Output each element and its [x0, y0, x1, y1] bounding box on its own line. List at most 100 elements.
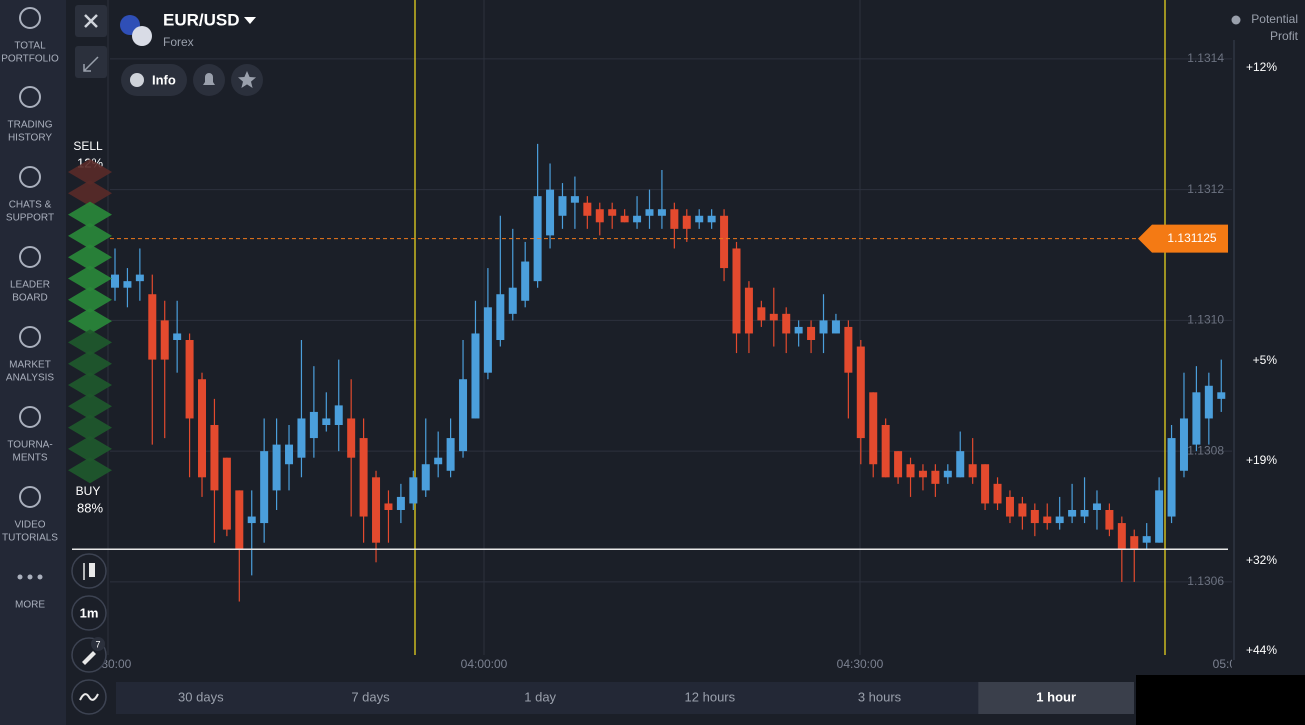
info-button[interactable]	[121, 64, 187, 96]
candle-body	[198, 379, 207, 478]
candle-body	[732, 248, 741, 334]
candle-body	[285, 444, 294, 465]
indicator-icon	[79, 693, 99, 701]
buy-diamond	[68, 265, 112, 292]
sidebar-icon	[19, 166, 41, 188]
collapse-icon	[83, 56, 99, 72]
info-icon	[130, 73, 144, 87]
candle-body	[1005, 496, 1014, 517]
candle-body	[1167, 438, 1176, 517]
buy-diamond	[68, 372, 112, 398]
candle-body	[309, 411, 318, 439]
candle-body	[222, 457, 231, 530]
sidebar-label[interactable]: LEADER	[10, 280, 50, 291]
tool-button[interactable]	[71, 595, 107, 631]
period-tab[interactable]: 3 hours	[858, 689, 902, 704]
candle-body	[558, 196, 567, 216]
candle-body	[757, 307, 766, 321]
candle-body	[769, 313, 778, 321]
sidebar-icon	[19, 86, 41, 108]
buy-diamond	[68, 222, 112, 249]
candle-body	[247, 516, 256, 524]
candle-body	[1030, 510, 1039, 524]
pencil-icon	[82, 651, 96, 665]
profit-label: +19%	[1246, 453, 1277, 467]
sidebar	[0, 0, 66, 725]
sidebar-label[interactable]: VIDEO	[14, 520, 45, 531]
candle-body	[1043, 516, 1052, 524]
period-tab[interactable]: 1 hour	[1036, 689, 1076, 704]
sidebar-icon	[19, 7, 41, 29]
info-label[interactable]: Info	[152, 72, 176, 87]
candle-body	[856, 346, 865, 439]
period-tab[interactable]: 12 hours	[685, 689, 736, 704]
candle-body	[260, 451, 269, 524]
candle-body	[844, 326, 853, 373]
timeframe-label[interactable]: 1m	[80, 605, 99, 620]
candle-body	[782, 313, 791, 334]
candle-body	[931, 470, 940, 484]
candle-body	[508, 287, 517, 314]
period-tab[interactable]: 1 day	[524, 689, 556, 704]
candle-body	[272, 444, 281, 491]
period-tab[interactable]: 7 days	[351, 689, 390, 704]
period-active[interactable]	[978, 682, 1134, 714]
time-label: 04:30:00	[837, 657, 884, 671]
sidebar-label[interactable]: CHATS &	[9, 200, 52, 211]
candle-body	[620, 215, 629, 223]
help-icon	[1231, 15, 1241, 25]
close-icon	[84, 14, 98, 28]
candle-body	[1018, 503, 1027, 517]
candle-body	[185, 340, 194, 419]
sidebar-label[interactable]: MENTS	[13, 453, 48, 464]
candle-body	[471, 333, 480, 419]
ui-layer: 1.1306 1.1308 1.1310 1.1312 1.1314 1.131125 TO…	[1, 5, 1305, 725]
candle-body	[869, 392, 878, 465]
period-tab[interactable]: 30 days	[178, 689, 224, 704]
profit-label: +12%	[1246, 60, 1277, 74]
price-tick-label: 1.1310	[1187, 313, 1224, 327]
candle-body	[235, 490, 244, 550]
candle-body	[993, 483, 1002, 504]
periods-bar	[116, 682, 1134, 714]
asset-caret	[244, 17, 256, 24]
candle-body	[521, 261, 530, 301]
candle-body	[881, 425, 890, 478]
candle-body	[968, 464, 977, 478]
sidebar-label[interactable]: MARKET	[9, 360, 51, 371]
sidebar-icon	[19, 246, 41, 268]
candle-body	[1055, 516, 1064, 524]
candle-body	[1155, 490, 1164, 543]
sidebar-icon	[19, 326, 41, 348]
sidebar-label[interactable]: HISTORY	[8, 133, 52, 144]
sell-label: SELL	[73, 139, 103, 153]
sidebar-label[interactable]: BOARD	[12, 293, 48, 304]
sidebar-label[interactable]: ANALYSIS	[6, 373, 54, 384]
sidebar-label[interactable]: TUTORIALS	[2, 533, 58, 544]
buy-diamond	[68, 350, 112, 377]
sidebar-label[interactable]: TRADING	[8, 120, 53, 131]
candle-body	[322, 418, 331, 425]
sidebar-label[interactable]: SUPPORT	[6, 213, 54, 224]
candle-body	[657, 209, 666, 216]
black-panel	[1136, 675, 1305, 725]
current-price-label: 1.131125	[1167, 231, 1216, 245]
sidebar-label[interactable]: TOURNA-	[7, 440, 52, 451]
sidebar-label[interactable]: PORTFOLIO	[1, 54, 59, 65]
sell-diamond	[68, 180, 112, 207]
asset-name[interactable]: EUR/USD	[163, 10, 240, 29]
candle-body	[1130, 536, 1139, 550]
collapse-button[interactable]	[75, 46, 107, 78]
candle-body	[111, 274, 119, 288]
candle-body	[1204, 385, 1213, 419]
price-tick-label: 1.1308	[1187, 443, 1224, 457]
bell-icon	[203, 73, 215, 85]
candle-body	[173, 333, 182, 340]
asset-category: Forex	[163, 35, 194, 49]
candle-body	[707, 215, 716, 223]
sidebar-label[interactable]: TOTAL	[14, 41, 46, 52]
sidebar-label[interactable]: MORE	[15, 600, 45, 611]
candle-body	[831, 320, 840, 334]
